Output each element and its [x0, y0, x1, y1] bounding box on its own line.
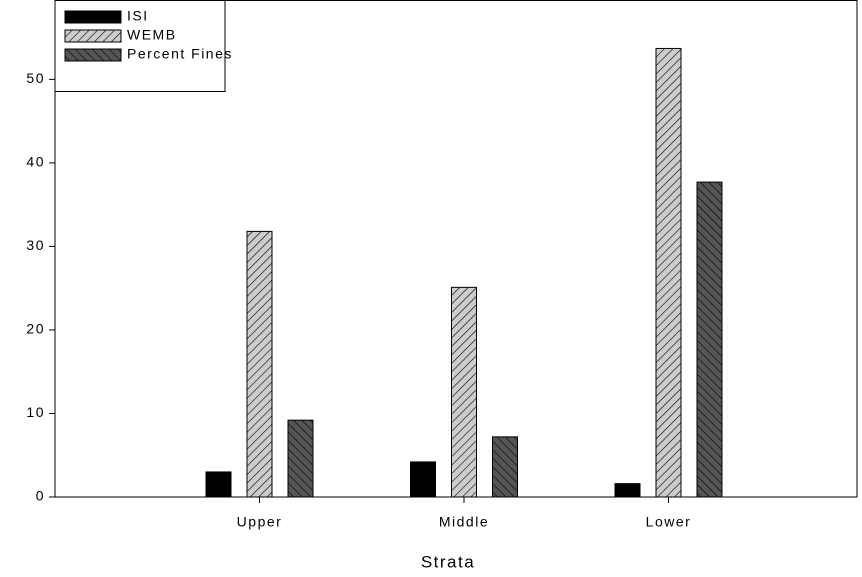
bar	[655, 47, 682, 498]
y-tick-label: 20	[26, 321, 45, 337]
bar	[410, 461, 436, 498]
legend-swatch	[64, 10, 122, 24]
y-tick-label: 40	[26, 154, 45, 170]
legend-label: WEMB	[127, 27, 177, 43]
y-tick-label: 50	[26, 70, 45, 86]
legend-box	[54, 0, 226, 92]
x-tick-label: Middle	[439, 514, 489, 530]
bar	[614, 483, 641, 498]
legend-swatch	[64, 48, 122, 62]
bar	[246, 230, 273, 498]
bar	[205, 471, 232, 498]
bar	[696, 181, 723, 498]
legend-label: ISI	[127, 8, 149, 24]
bar	[287, 419, 314, 498]
bar	[451, 286, 477, 498]
x-axis-label: Strata	[421, 552, 475, 571]
legend-swatch	[64, 29, 122, 43]
y-tick-label: 0	[36, 488, 45, 504]
y-tick-label: 30	[26, 237, 45, 253]
bar	[492, 436, 518, 498]
y-tick-label: 10	[26, 404, 45, 420]
legend-label: Percent Fines	[127, 46, 233, 62]
x-tick-label: Upper	[237, 514, 283, 530]
x-tick-label: Lower	[646, 514, 692, 530]
